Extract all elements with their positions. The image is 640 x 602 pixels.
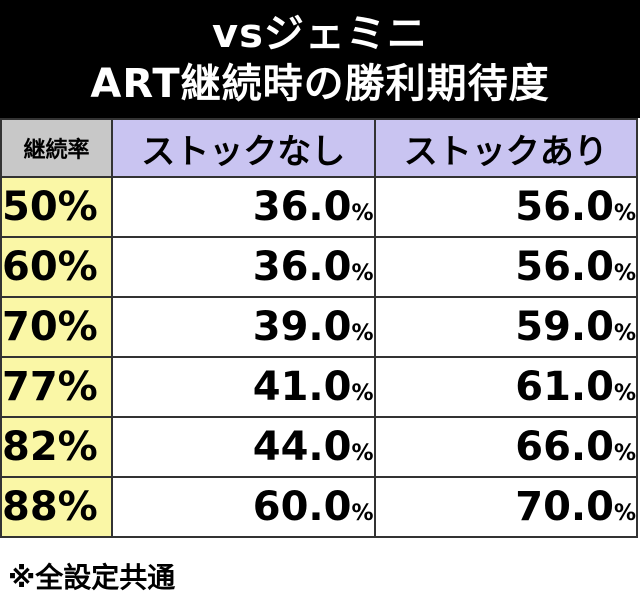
unit: % [351,201,374,226]
unit: % [351,441,374,466]
with-stock-cell: 56.0% [373,236,638,298]
rate-cell: 70% [0,296,113,358]
table-row: 60% 36.0% 56.0% [0,236,638,298]
header-with-stock: ストックあり [373,118,638,178]
no-stock-cell: 36.0% [111,236,376,298]
table-row: 77% 41.0% 61.0% [0,356,638,418]
table-row: 70% 39.0% 59.0% [0,296,638,358]
header-rate: 継続率 [0,118,113,178]
value: 60.0 [252,484,352,530]
header-no-stock: ストックなし [111,118,376,178]
rate-cell: 88% [0,476,113,538]
table-header-row: 継続率 ストックなし ストックあり [0,118,638,178]
unit: % [351,501,374,526]
no-stock-cell: 39.0% [111,296,376,358]
table-row: 88% 60.0% 70.0% [0,476,638,538]
value: 36.0 [252,184,352,230]
with-stock-cell: 59.0% [373,296,638,358]
value: 59.0 [515,304,614,350]
title-banner: vsジェミニ ART継続時の勝利期待度 [0,0,640,118]
with-stock-cell: 61.0% [373,356,638,418]
table-row: 82% 44.0% 66.0% [0,416,638,478]
value: 41.0 [252,364,352,410]
with-stock-cell: 66.0% [373,416,638,478]
no-stock-cell: 41.0% [111,356,376,418]
no-stock-cell: 36.0% [111,176,376,238]
title-line-2: ART継続時の勝利期待度 [90,61,550,107]
value: 56.0 [515,184,614,230]
unit: % [613,381,636,406]
unit: % [351,381,374,406]
unit: % [613,321,636,346]
with-stock-cell: 70.0% [373,476,638,538]
no-stock-cell: 44.0% [111,416,376,478]
win-rate-table: 継続率 ストックなし ストックあり 50% 36.0% 56.0% 60% 36… [0,118,638,538]
unit: % [351,261,374,286]
unit: % [613,261,636,286]
value: 61.0 [515,364,614,410]
unit: % [613,441,636,466]
rate-cell: 82% [0,416,113,478]
value: 70.0 [515,484,614,530]
rate-cell: 60% [0,236,113,298]
unit: % [613,501,636,526]
value: 39.0 [252,304,352,350]
value: 44.0 [252,424,352,470]
unit: % [613,201,636,226]
rate-cell: 77% [0,356,113,418]
title-line-1: vsジェミニ [212,11,428,57]
footnote: ※全設定共通 [8,561,176,594]
with-stock-cell: 56.0% [373,176,638,238]
unit: % [351,321,374,346]
value: 56.0 [515,244,614,290]
value: 66.0 [515,424,614,470]
table-row: 50% 36.0% 56.0% [0,176,638,238]
rate-cell: 50% [0,176,113,238]
value: 36.0 [252,244,352,290]
no-stock-cell: 60.0% [111,476,376,538]
